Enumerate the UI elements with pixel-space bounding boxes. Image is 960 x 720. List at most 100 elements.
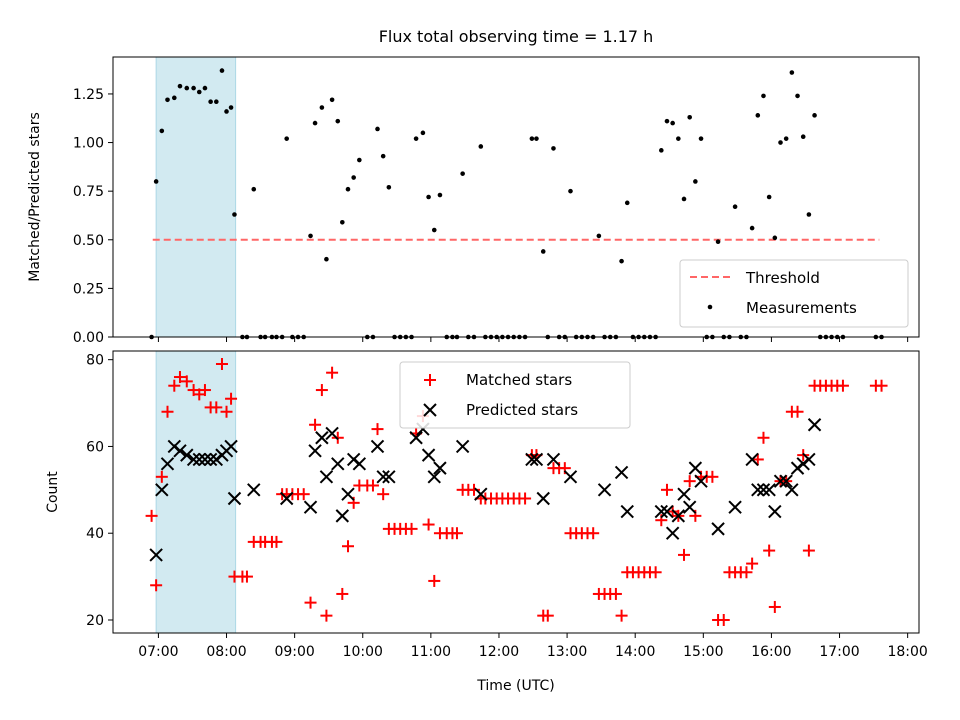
matched-stars-point <box>678 548 691 561</box>
x-tick-label: 18:00 <box>887 644 927 660</box>
matched-stars-point <box>836 379 849 392</box>
matched-stars-point <box>768 600 781 613</box>
matched-stars-point <box>341 540 354 553</box>
measurement-point <box>619 258 624 264</box>
predicted-stars-point <box>785 483 799 497</box>
predicted-stars-point <box>688 461 703 475</box>
measurement-point <box>375 126 380 132</box>
measurement-point <box>534 136 539 141</box>
matched-stars-point <box>320 609 333 622</box>
x-tick-label: 07:00 <box>138 644 178 660</box>
predicted-stars-point <box>455 439 470 454</box>
measurement-point <box>806 212 812 217</box>
predicted-stars-point <box>370 439 385 454</box>
measurement-point <box>437 192 443 198</box>
matched-stars-point <box>660 483 673 496</box>
predicted-stars-point <box>614 465 629 480</box>
top-legend-box <box>679 259 909 328</box>
matched-stars-point <box>180 375 193 388</box>
measurement-point <box>676 136 681 141</box>
predicted-stars-point <box>224 439 238 454</box>
bottom-legend: Matched stars Predicted stars <box>399 361 631 429</box>
predicted-stars-point <box>671 509 686 523</box>
predicted-stars-point <box>186 452 201 467</box>
matched-stars-point <box>467 483 480 496</box>
measurement-point <box>551 146 556 151</box>
measurement-point <box>172 95 177 101</box>
measurement-point <box>345 186 351 192</box>
predicted-stars-point <box>160 457 175 471</box>
predicted-stars-point <box>525 452 539 467</box>
predicted-stars-point <box>308 444 322 458</box>
predicted-stars-point <box>474 487 488 501</box>
bottom-y-tick-label: 40 <box>86 526 104 542</box>
legend-threshold-label: Threshold <box>745 269 820 287</box>
bottom-panel: Count Time (UTC) 20 40 60 80 07:00 08:00 09:0… <box>45 350 928 694</box>
matched-stars-point <box>309 418 322 431</box>
measurement-point <box>761 93 766 99</box>
x-tick-label: 08:00 <box>206 644 246 660</box>
measurement-point <box>812 113 817 118</box>
predicted-stars-point <box>203 452 218 467</box>
measurement-point <box>340 219 345 225</box>
predicted-stars-point <box>319 470 334 484</box>
measurement-point <box>228 105 234 110</box>
matched-stars-point <box>377 488 390 501</box>
predicted-stars-point <box>768 504 782 519</box>
matched-stars-point <box>336 587 349 600</box>
observing-window-shade <box>155 56 237 338</box>
measurement-point <box>351 175 356 180</box>
measurement-point <box>251 186 257 192</box>
measurement-point <box>426 194 431 200</box>
predicted-stars-point <box>546 452 561 467</box>
legend-matched-label: Matched stars <box>466 371 572 389</box>
measurement-point <box>795 93 800 99</box>
matched-stars-point <box>215 358 228 371</box>
matched-stars-point <box>683 475 696 488</box>
measurement-point <box>715 239 721 245</box>
bottom-x-ticks: 07:00 08:00 09:00 10:00 11:00 12:00 13:00 14:00… <box>138 633 928 660</box>
measurement-point <box>335 118 341 124</box>
matched-stars-point <box>198 384 211 397</box>
top-y-ticks: 0.00 0.25 0.50 0.75 1.00 1.25 <box>73 87 113 346</box>
measurement-point <box>219 68 225 73</box>
measurement-point <box>568 188 573 194</box>
bottom-y-tick-label: 80 <box>86 353 104 369</box>
top-y-tick-label: 0.25 <box>73 281 104 297</box>
measurement-point <box>386 184 392 190</box>
predicted-stars-point <box>529 452 544 467</box>
predicted-stars-point <box>149 548 163 562</box>
predicted-stars-point <box>563 470 578 484</box>
top-panel: Flux total observing time = 1.17 h Match… <box>27 27 920 346</box>
predicted-stars-point <box>180 448 194 462</box>
matched-stars-point <box>450 527 463 540</box>
measurement-point <box>693 179 698 184</box>
matched-stars-point <box>763 544 776 557</box>
measurement-point <box>596 233 602 239</box>
measurement-point <box>778 140 783 145</box>
predicted-stars-point <box>660 504 674 519</box>
top-x-ticks <box>157 337 909 342</box>
predicted-stars-point <box>376 470 390 484</box>
legend-measurements-label: Measurements <box>746 299 857 317</box>
bottom-axes-frame <box>112 350 920 634</box>
x-tick-label: 12:00 <box>479 644 519 660</box>
bottom-y-tick-label: 60 <box>86 439 104 455</box>
matched-stars-point <box>740 566 753 579</box>
matched-stars-point <box>519 492 532 505</box>
matched-stars-point <box>587 527 600 540</box>
measurement-point <box>319 105 325 110</box>
x-tick-label: 11:00 <box>411 644 451 660</box>
chart-title: Flux total observing time = 1.17 h <box>379 27 654 46</box>
observing-window-shade-bottom <box>155 350 237 634</box>
measurement-point <box>529 136 535 141</box>
predicted-stars-point <box>279 491 294 506</box>
predicted-stars-point <box>325 426 339 441</box>
matched-stars-point <box>422 518 435 531</box>
predicted-stars-point <box>331 457 345 471</box>
predicted-stars-point <box>536 491 550 506</box>
measurement-point <box>478 144 484 149</box>
top-y-tick-label: 0.50 <box>73 233 104 249</box>
measurement-point <box>177 83 183 89</box>
x-tick-label: 16:00 <box>751 644 791 660</box>
